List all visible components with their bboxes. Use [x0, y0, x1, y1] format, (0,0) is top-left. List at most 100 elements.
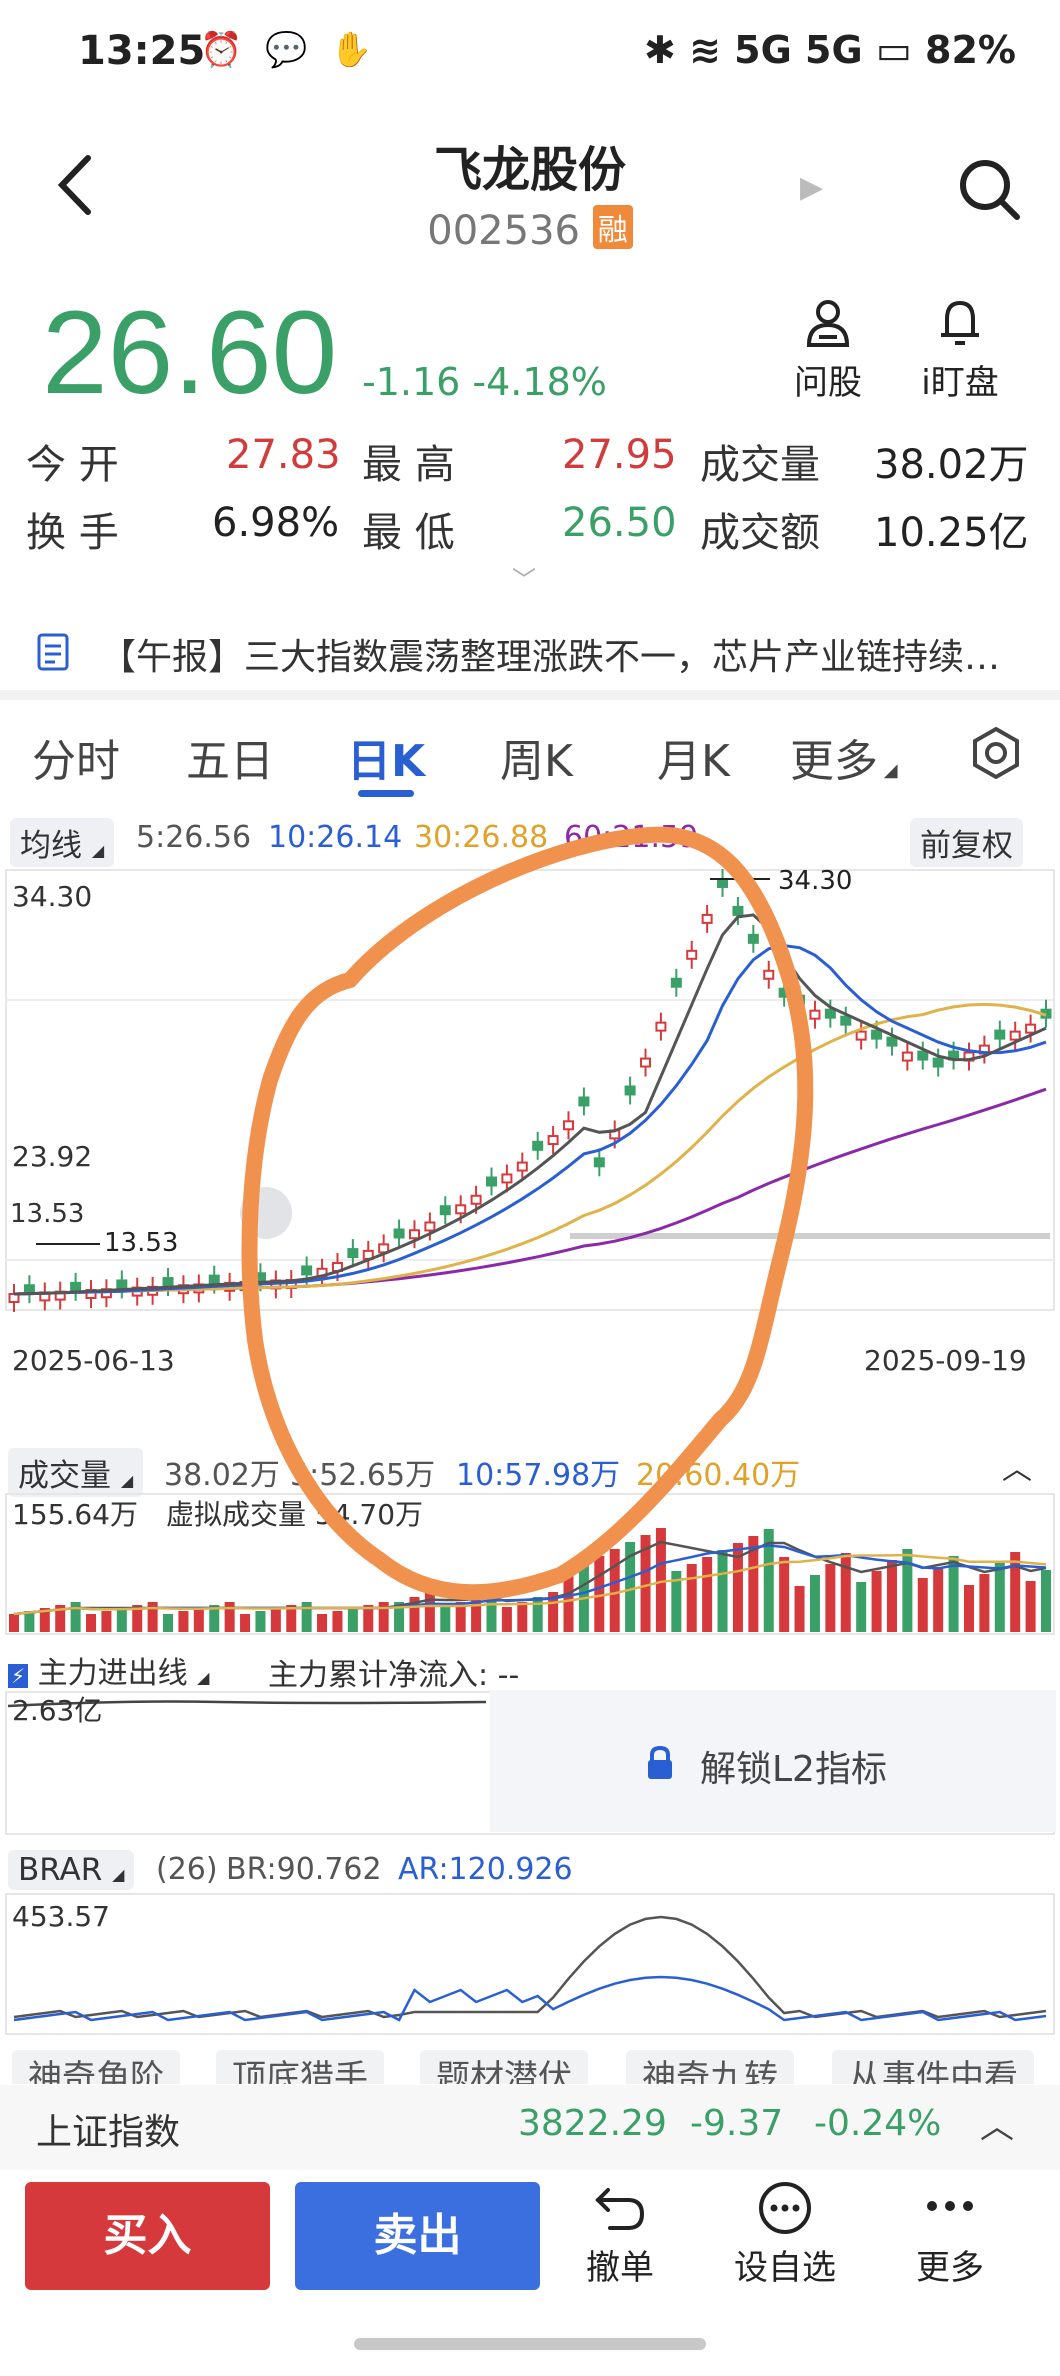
- ar-value: AR:120.926: [398, 1852, 573, 1887]
- chevron-up-icon[interactable]: ︿: [980, 2107, 1014, 2147]
- candle: [578, 1096, 590, 1107]
- volume-bar: [609, 1549, 620, 1632]
- price-change: -1.16 -4.18%: [362, 360, 607, 404]
- back-icon[interactable]: [50, 150, 100, 220]
- crosshair-handle[interactable]: [240, 1187, 292, 1239]
- volume-selector[interactable]: 成交量 ◢: [8, 1448, 144, 1497]
- volume-bar: [517, 1602, 528, 1632]
- index-bar[interactable]: 上证指数 3822.29 -9.37 -0.24% ︿: [0, 2085, 1060, 2170]
- volume-bar: [178, 1611, 189, 1632]
- watch-button[interactable]: i盯盘: [900, 295, 1020, 404]
- sell-button[interactable]: 卖出: [295, 2182, 540, 2290]
- candle: [901, 1051, 913, 1062]
- candle: [871, 1029, 883, 1040]
- volume-bar: [394, 1602, 405, 1632]
- stock-code-row: 002536 融: [0, 205, 1060, 254]
- index-change-pct: -0.24%: [814, 2103, 942, 2144]
- volume-bar: [9, 1614, 19, 1632]
- candle: [116, 1279, 128, 1290]
- candle: [624, 1085, 636, 1096]
- kline-chart[interactable]: 34.30 23.92 2025-06-13 2025-09-19 34.30 …: [0, 860, 1060, 1400]
- volume-bar: [933, 1567, 944, 1632]
- volume-bar: [686, 1564, 697, 1632]
- volume-current: 38.02万: [164, 1458, 280, 1493]
- l2-lock-panel[interactable]: [490, 1690, 1056, 1832]
- y-axis-mid: 23.92: [12, 1140, 92, 1173]
- tab-five-day[interactable]: 五日: [186, 736, 274, 787]
- low-value: 26.50: [562, 500, 677, 546]
- volume-bar: [409, 1597, 420, 1632]
- undo-icon: [595, 2188, 645, 2230]
- brar-selector[interactable]: BRAR ◢: [8, 1850, 135, 1890]
- feature-tags: 神奇角阶 顶底猎手 题材潜伏 神奇九转 从事件中看: [0, 2050, 1060, 2084]
- volume-bar: [871, 1571, 882, 1632]
- change-value: -1.16: [362, 360, 461, 404]
- candle: [794, 994, 806, 1005]
- volume-bar: [132, 1605, 143, 1632]
- tag-item[interactable]: 神奇角阶: [12, 2050, 180, 2084]
- candle: [809, 1009, 821, 1020]
- adjust-selector[interactable]: 前复权: [910, 818, 1023, 867]
- divider: [0, 690, 1060, 700]
- chevron-down-icon[interactable]: ﹀: [512, 566, 536, 594]
- volume-bar: [994, 1563, 1005, 1632]
- tab-daily-k[interactable]: 日K: [347, 736, 426, 787]
- candle: [208, 1274, 220, 1285]
- candle: [70, 1281, 82, 1292]
- volume-bar: [501, 1607, 512, 1632]
- volume-bar: [886, 1560, 897, 1632]
- volume-bar: [39, 1608, 50, 1632]
- candle: [917, 1050, 929, 1061]
- candle: [686, 949, 698, 960]
- tab-weekly-k[interactable]: 周K: [500, 736, 573, 787]
- virtual-volume: 虚拟成交量 54.70万: [166, 1498, 423, 1531]
- tag-item[interactable]: 神奇九转: [626, 2050, 794, 2084]
- collapse-icon[interactable]: ︿: [1002, 1452, 1032, 1487]
- tab-monthly-k[interactable]: 月K: [657, 736, 730, 787]
- candle: [732, 905, 744, 916]
- settings-icon[interactable]: [968, 725, 1024, 781]
- next-stock-icon[interactable]: ▶: [800, 170, 824, 205]
- unlock-l2-button[interactable]: 解锁L2指标: [700, 1749, 887, 1790]
- cancel-order-button[interactable]: 撤单: [555, 2180, 685, 2289]
- news-banner[interactable]: 【午报】三大指数震荡整理涨跌不一，芯片产业链持续…: [0, 610, 1060, 690]
- candle: [563, 1120, 575, 1131]
- ask-stock-button[interactable]: 问股: [768, 295, 888, 404]
- candle: [840, 1015, 852, 1026]
- add-watchlist-button[interactable]: 设自选: [720, 2180, 850, 2289]
- volume-chart[interactable]: 155.64万 虚拟成交量 54.70万: [0, 1490, 1060, 1640]
- volume-bar: [486, 1592, 497, 1632]
- ar-line: [13, 1975, 1047, 2022]
- candle: [439, 1205, 451, 1216]
- tab-more[interactable]: 更多 ◢: [790, 736, 898, 787]
- high-label: 最 高: [362, 442, 455, 488]
- volume-bar: [317, 1614, 328, 1632]
- volume-bar: [1041, 1570, 1051, 1632]
- tag-item[interactable]: 从事件中看: [832, 2050, 1034, 2084]
- volume-bar: [255, 1611, 266, 1632]
- buy-button[interactable]: 买入: [25, 2182, 270, 2290]
- fund-flow-line: [7, 1700, 487, 1708]
- chat-dots-icon: [759, 2182, 811, 2234]
- candle: [932, 1057, 944, 1068]
- more-button[interactable]: 更多: [885, 2180, 1015, 2289]
- volume-bar: [779, 1557, 790, 1632]
- search-icon[interactable]: [955, 155, 1025, 225]
- volume-label: 成交量: [700, 442, 820, 488]
- volume-bar: [363, 1605, 374, 1632]
- tab-intraday[interactable]: 分时: [32, 736, 120, 787]
- index-value: 3822.29: [518, 2103, 667, 2144]
- volume-bar: [809, 1575, 820, 1632]
- candle: [717, 877, 729, 888]
- fund-flow-selector[interactable]: ⚡ 主力进出线 ◢: [8, 1648, 209, 1692]
- ma60-line: [13, 1087, 1047, 1296]
- ma-selector[interactable]: 均线 ◢: [10, 818, 115, 867]
- tag-item[interactable]: 题材潜伏: [420, 2050, 588, 2084]
- volume-bar: [270, 1608, 281, 1632]
- max-marker: 34.30: [778, 866, 852, 896]
- volume-bar: [209, 1605, 220, 1632]
- ma5-value: 5:26.56: [136, 820, 252, 855]
- tag-item[interactable]: 顶底猎手: [216, 2050, 384, 2084]
- candle: [593, 1157, 605, 1168]
- stock-code: 002536: [427, 208, 580, 254]
